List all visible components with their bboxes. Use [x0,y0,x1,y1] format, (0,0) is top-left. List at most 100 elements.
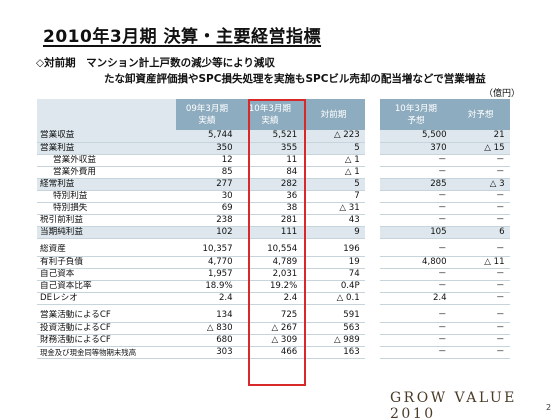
row-label: 特別損失 [37,202,177,215]
cell-fy2010: 725 [237,310,303,323]
cell-fy2010: 11 [237,154,303,167]
summary-note-line1: ◇対前期 マンション計上戸数の減少等により減収 [36,57,275,69]
cell-vs-prior: △ 0.1 [302,292,365,305]
table-row: 有利子負債 4,770 4,789 19 4,800 △ 11 [37,256,523,269]
cell-vs-forecast: － [451,346,510,359]
column-gap [364,99,381,130]
table-row: DEレシオ 2.4 2.4 △ 0.1 2.4 － [37,292,523,305]
cell-fy2010: 36 [237,190,303,203]
row-label: 営業利益 [37,142,177,155]
cell-fy2010: 38 [237,202,303,215]
header-fy2009-actual: 09年3月期 実績 [176,99,238,130]
row-label: 経常利益 [37,178,177,191]
cell-fy2010: 4,789 [237,256,303,269]
cell-forecast: 5,500 [380,130,452,143]
cell-vs-forecast: － [451,292,510,305]
cell-vs-prior: 19 [302,256,365,269]
cell-forecast: － [380,268,452,281]
cell-vs-forecast: － [451,154,510,167]
cell-vs-forecast: △ 3 [451,178,510,191]
header-fy2010-forecast: 10年3月期 予想 [380,99,452,130]
cell-vs-forecast: 6 [451,226,510,239]
header-label-cell [37,99,177,130]
table-row: 特別損失 69 38 △ 31 － － [37,202,523,215]
cell-fy2010: 84 [237,166,303,179]
cell-vs-prior: 43 [302,214,365,227]
row-label: DEレシオ [37,292,177,305]
cell-forecast: － [380,334,452,347]
cell-vs-prior: 7 [302,190,365,203]
cell-vs-forecast: － [451,268,510,281]
table-row: 営業外収益 12 11 △ 1 － － [37,154,523,167]
cell-forecast: － [380,322,452,335]
cell-fy2009: 350 [176,142,238,155]
cell-vs-forecast: － [451,322,510,335]
table-row: 特別利益 30 36 7 － － [37,190,523,203]
table-row: 営業活動によるCF 134 725 591 － － [37,310,523,323]
header-fy2010-actual: 10年3月期 実績 [237,99,303,130]
cell-forecast: 105 [380,226,452,239]
cell-forecast: － [380,244,452,257]
cell-forecast: － [380,202,452,215]
cell-forecast: － [380,346,452,359]
cell-vs-prior: 5 [302,178,365,191]
cell-vs-forecast: － [451,280,510,293]
row-label: 当期純利益 [37,226,177,239]
cell-fy2009: 303 [176,346,238,359]
table-row: 経常利益 277 282 5 285 △ 3 [37,178,523,191]
cell-fy2009: 69 [176,202,238,215]
cell-forecast: 2.4 [380,292,452,305]
cell-fy2010: 355 [237,142,303,155]
table-row: 営業利益 350 355 5 370 △ 15 [37,142,523,155]
row-label: 財務活動によるCF [37,334,177,347]
cell-fy2010: 5,521 [237,130,303,143]
cell-vs-forecast: － [451,190,510,203]
table-row: 財務活動によるCF 680 △ 309 △ 989 － － [37,334,523,347]
cell-vs-prior: 9 [302,226,365,239]
cell-forecast: － [380,166,452,179]
cell-vs-forecast: － [451,166,510,179]
cell-fy2010: △ 309 [237,334,303,347]
cell-forecast: － [380,154,452,167]
cell-fy2010: 282 [237,178,303,191]
table-row: 税引前利益 238 281 43 － － [37,214,523,227]
cell-fy2009: 102 [176,226,238,239]
row-label: 投資活動によるCF [37,322,177,335]
cell-vs-forecast: － [451,214,510,227]
cell-forecast: － [380,280,452,293]
cell-vs-forecast: － [451,244,510,257]
summary-note-line2: たな卸資産評価損やSPC損失処理を実施もSPCビル売却の配当増などで営業増益 [104,73,486,85]
cell-forecast: 285 [380,178,452,191]
table-row: 投資活動によるCF △ 830 △ 267 563 － － [37,322,523,335]
cell-forecast: － [380,214,452,227]
cell-vs-prior: △ 989 [302,334,365,347]
cell-fy2009: 680 [176,334,238,347]
row-label: 自己資本 [37,268,177,281]
cell-fy2009: 277 [176,178,238,191]
cell-fy2009: 2.4 [176,292,238,305]
indicators-table: 09年3月期 実績 10年3月期 実績 対前期 10年3月期 予想 対予想 営業… [37,99,523,359]
cell-fy2010: 10,554 [237,244,303,257]
column-gap [509,99,523,130]
cell-fy2010: 2,031 [237,268,303,281]
row-label: 特別利益 [37,190,177,203]
row-label: 営業収益 [37,130,177,143]
cell-fy2010: 111 [237,226,303,239]
cell-fy2009: △ 830 [176,322,238,335]
cell-fy2009: 4,770 [176,256,238,269]
cell-fy2009: 238 [176,214,238,227]
cell-vs-forecast: △ 11 [451,256,510,269]
cell-vs-prior: △ 1 [302,166,365,179]
cell-vs-prior: 563 [302,322,365,335]
table-row: 総資産 10,357 10,554 196 － － [37,244,523,257]
cell-vs-prior: 591 [302,310,365,323]
row-label: 有利子負債 [37,256,177,269]
brand-logo-text: GROW VALUE 2010 [390,390,517,420]
row-label: 税引前利益 [37,214,177,227]
cell-fy2009: 12 [176,154,238,167]
cell-fy2010: 2.4 [237,292,303,305]
cell-forecast: 4,800 [380,256,452,269]
row-label: 自己資本比率 [37,280,177,293]
cell-vs-prior: △ 1 [302,154,365,167]
table-row: 営業収益 5,744 5,521 △ 223 5,500 21 [37,130,523,143]
